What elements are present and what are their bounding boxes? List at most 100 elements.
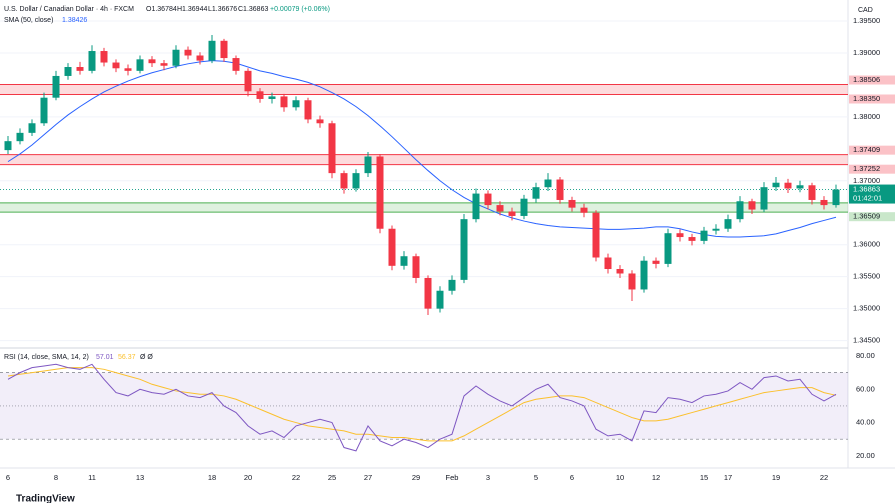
candle-body <box>232 58 240 71</box>
candle-body <box>148 59 156 64</box>
x-tick-label: 22 <box>820 473 828 482</box>
sma-line <box>7 60 837 238</box>
rsi-tick-label: 60.00 <box>856 384 875 393</box>
candle-body <box>832 189 840 206</box>
x-tick-label: 12 <box>652 473 660 482</box>
candle-body <box>592 212 600 258</box>
candle-body <box>124 68 132 71</box>
candle-body <box>676 233 684 238</box>
zone <box>0 202 848 213</box>
candle-body <box>364 156 372 174</box>
x-tick-label: 20 <box>244 473 252 482</box>
x-tick-label: 15 <box>700 473 708 482</box>
x-tick-label: 6 <box>6 473 10 482</box>
candle-body <box>580 207 588 213</box>
rsi-tick-label: 20.00 <box>856 451 875 460</box>
candle-body <box>64 67 72 76</box>
candle-body <box>160 63 168 66</box>
currency: CAD <box>858 7 873 14</box>
candle-body <box>424 277 432 309</box>
candle-body <box>664 233 672 264</box>
candle-body <box>280 96 288 108</box>
zone <box>0 84 848 95</box>
candle-body <box>712 228 720 231</box>
candle-body <box>100 51 108 63</box>
zone-label: 1.37409 <box>853 145 880 154</box>
zone-label-bg <box>849 75 895 85</box>
candle-body <box>616 269 624 274</box>
candle-body <box>352 173 360 189</box>
zone-label-bg <box>849 164 895 174</box>
zone-label-bg <box>849 145 895 155</box>
brand: TradingView <box>16 494 75 503</box>
candle-body <box>496 205 504 212</box>
candle-body <box>772 182 780 188</box>
zone-label-bg <box>849 94 895 104</box>
candle-body <box>484 193 492 206</box>
rsi-flags: Ø Ø <box>140 354 153 361</box>
candle-body <box>532 187 540 199</box>
candle-body <box>76 67 84 71</box>
candle-body <box>340 173 348 189</box>
candle-body <box>508 211 516 216</box>
symbol: U.S. Dollar / Canadian Dollar · 4h · FXC… <box>4 6 134 13</box>
rsi-ma-value: 56.37 <box>118 354 136 361</box>
zone-label: 1.38506 <box>853 75 880 84</box>
candle-body <box>40 97 48 124</box>
x-tick-label: 6 <box>570 473 574 482</box>
x-tick-label: 29 <box>412 473 420 482</box>
candle-body <box>436 290 444 309</box>
candle-body <box>376 156 384 229</box>
candle-body <box>556 179 564 200</box>
x-tick-label: 18 <box>208 473 216 482</box>
rsi-line <box>7 363 837 452</box>
zone-label: 1.36509 <box>853 212 880 221</box>
zone <box>0 154 848 165</box>
candle-body <box>172 49 180 66</box>
candle-body <box>256 91 264 99</box>
y-tick-label: 1.37000 <box>853 176 880 185</box>
candle-body <box>388 228 396 266</box>
close-label: C1.36863 <box>238 6 268 13</box>
zone-label: 1.37252 <box>853 164 880 173</box>
last-price: 1.36863 <box>853 185 880 194</box>
low-label: L1.36676 <box>208 6 237 13</box>
candle-body <box>688 237 696 241</box>
x-tick-label: 25 <box>328 473 336 482</box>
open-label: O1.36784 <box>146 6 177 13</box>
candle-body <box>724 219 732 229</box>
candle-body <box>196 55 204 61</box>
rsi-name: RSI (14, close, SMA, 14, 2) <box>4 354 89 361</box>
rsi-tick-label: 40.00 <box>856 418 875 427</box>
candle-body <box>460 219 468 280</box>
candle-body <box>640 260 648 290</box>
y-tick-label: 1.38000 <box>853 112 880 121</box>
last-price-bg <box>849 184 895 204</box>
candle-body <box>400 256 408 266</box>
candle-body <box>784 182 792 189</box>
candle-body <box>736 201 744 220</box>
candle-body <box>700 230 708 241</box>
candle-body <box>4 141 12 151</box>
zone-label: 1.38350 <box>853 94 880 103</box>
x-tick-label: 19 <box>772 473 780 482</box>
candle-body <box>568 199 576 208</box>
x-tick-label: 11 <box>88 473 96 482</box>
candle-body <box>28 123 36 133</box>
candle-body <box>244 70 252 92</box>
candle-body <box>16 132 24 142</box>
candle-body <box>760 187 768 210</box>
rsi-tick-label: 80.00 <box>856 351 875 360</box>
x-tick-label: 3 <box>486 473 490 482</box>
candle-body <box>184 49 192 56</box>
zone-label-bg <box>849 212 895 222</box>
candle-body <box>808 185 816 200</box>
y-tick-label: 1.36000 <box>853 240 880 249</box>
x-tick-label: 5 <box>534 473 538 482</box>
x-tick-label: 13 <box>136 473 144 482</box>
candle-body <box>796 185 804 189</box>
candle-body <box>412 256 420 278</box>
candle-body <box>208 40 216 61</box>
candle-body <box>520 198 528 216</box>
